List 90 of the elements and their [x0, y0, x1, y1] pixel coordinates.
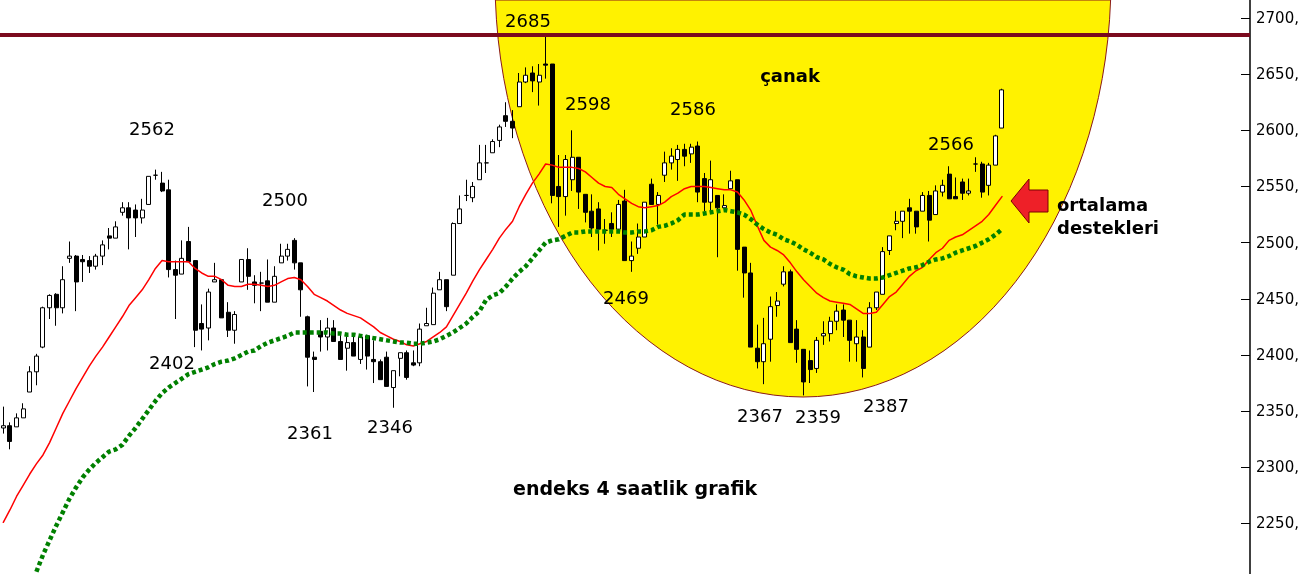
candlestick	[305, 315, 310, 387]
candlestick	[437, 271, 442, 291]
candlestick	[993, 134, 998, 166]
candlestick	[140, 198, 145, 225]
candlestick	[246, 247, 251, 291]
annotation: 2598	[565, 92, 611, 114]
y-tick-label: 2550,	[1256, 177, 1299, 196]
candlestick	[781, 265, 786, 287]
candlestick	[371, 339, 376, 384]
text: endeks 4 saatlik grafik	[513, 476, 758, 499]
candlestick	[537, 63, 542, 107]
candlestick	[444, 279, 449, 312]
candlestick	[34, 353, 39, 386]
candlestick	[510, 109, 515, 139]
annotation: 2685	[505, 9, 551, 31]
candlestick	[391, 370, 396, 409]
candlestick	[715, 194, 720, 258]
candlestick	[603, 218, 608, 245]
y-tick-label: 2600,	[1256, 121, 1299, 140]
candlestick	[775, 291, 780, 318]
y-tick-label: 2450,	[1256, 289, 1299, 308]
candlestick	[14, 412, 19, 428]
candlestick	[490, 138, 495, 154]
candlestick	[907, 198, 912, 235]
candlestick	[887, 235, 892, 256]
candlestick	[358, 334, 363, 365]
candlestick	[999, 88, 1004, 129]
annotation: 2500	[262, 188, 308, 210]
y-tick-label: 2350,	[1256, 402, 1299, 421]
candlestick	[206, 288, 211, 341]
candlestick	[312, 351, 317, 393]
annotation: 2566	[928, 132, 974, 154]
candlestick	[497, 124, 502, 148]
y-tick-label: 2400,	[1256, 345, 1299, 364]
candlestick	[609, 211, 614, 238]
line-series	[34, 207, 1005, 574]
candlestick	[662, 151, 667, 183]
candlestick	[146, 175, 151, 205]
candlestick	[47, 293, 52, 320]
candlestick	[133, 203, 138, 238]
candlestick	[27, 365, 32, 393]
candlestick	[67, 241, 72, 264]
candlestick	[940, 179, 945, 198]
y-tick-label: 2300,	[1256, 458, 1299, 477]
candlestick	[338, 334, 343, 360]
annotation: çanak	[760, 64, 820, 86]
y-tick-label: 2650,	[1256, 65, 1299, 84]
candlestick	[821, 320, 826, 346]
candlestick	[722, 193, 727, 209]
y-tick-label: 2250,	[1256, 514, 1299, 533]
candlestick	[100, 239, 105, 266]
annotation: 2562	[129, 117, 175, 139]
candlestick	[649, 178, 654, 205]
candlestick	[153, 169, 158, 181]
y-tick-label: 2500,	[1256, 233, 1299, 252]
annotation: 2469	[603, 286, 649, 308]
candlestick	[563, 154, 568, 217]
annotation: 2586	[670, 97, 716, 119]
candlestick	[656, 191, 661, 226]
candlestick	[272, 265, 277, 303]
annotation: 2367	[737, 404, 783, 426]
line-series	[2, 163, 1003, 524]
candlestick	[728, 170, 733, 190]
candlestick	[735, 179, 740, 272]
annotation: 2359	[795, 405, 841, 427]
candlestick	[219, 279, 224, 319]
candlestick	[854, 319, 859, 363]
candlestick	[424, 307, 429, 327]
candlestick	[768, 296, 773, 363]
candlestick	[682, 143, 687, 167]
candlestick	[530, 65, 535, 93]
candlestick	[21, 402, 26, 419]
candlestick	[629, 241, 634, 273]
candlestick	[186, 226, 191, 263]
candlestick	[477, 144, 482, 181]
candlestick	[596, 201, 601, 251]
annotation: 2361	[287, 421, 333, 443]
candlestick	[503, 101, 508, 128]
annotation: 2387	[863, 394, 909, 416]
candlestick	[801, 348, 806, 396]
candlestick	[543, 34, 548, 80]
candlestick	[239, 258, 244, 283]
candlestick	[431, 287, 436, 326]
candlestick	[973, 156, 978, 173]
candlestick	[212, 262, 217, 283]
candlestick	[40, 306, 45, 349]
annotation: 2346	[367, 415, 413, 437]
annotation: 2402	[149, 351, 195, 373]
y-tick-label: 2700,	[1256, 8, 1299, 27]
candlestick	[484, 144, 489, 174]
